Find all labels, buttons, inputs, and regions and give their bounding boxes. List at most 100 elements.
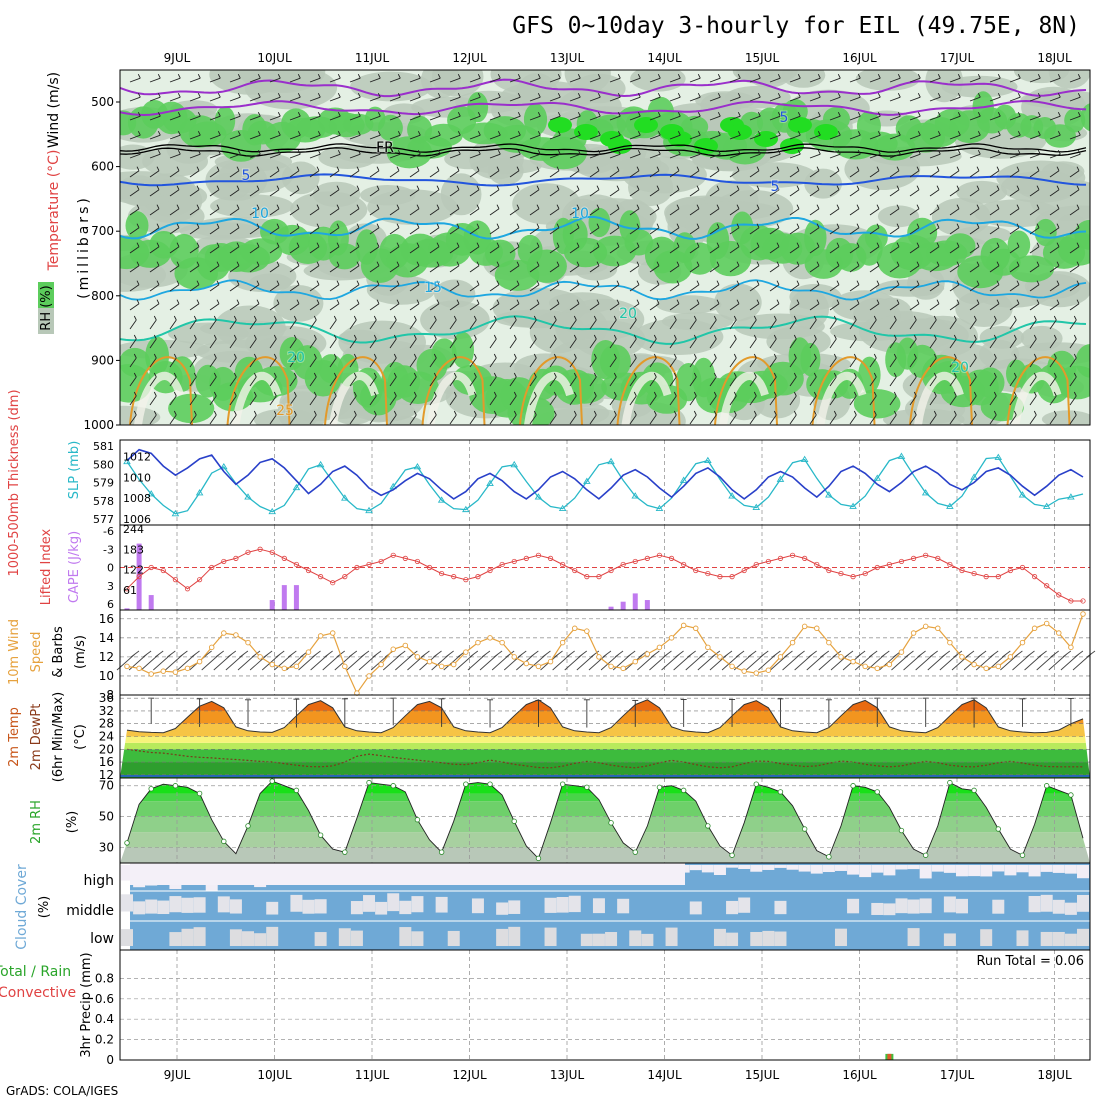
wind-barb-upper [389, 111, 401, 121]
cloud-mid-gap [508, 900, 521, 914]
wind-barb-upper [529, 280, 540, 292]
wind-barb-upper [909, 111, 921, 121]
wind-barb-upper [569, 372, 577, 387]
wind-barb-upper [769, 280, 780, 292]
wind-barb-upper [689, 111, 701, 121]
wind-barb-upper [1049, 372, 1057, 387]
wind-barb-upper [629, 410, 637, 425]
wind-barb-upper [369, 223, 380, 235]
wind-barb-upper [509, 185, 520, 197]
lifted-index-marker [547, 555, 554, 561]
rh-patch-grey [548, 292, 616, 314]
wind-barb-upper [309, 410, 317, 425]
wind-barb-upper [169, 315, 177, 330]
wind-barb-upper [909, 334, 917, 349]
wind-barb-upper [229, 92, 241, 102]
wind-barb-upper [1049, 391, 1057, 406]
wind-barb-surface [177, 650, 200, 671]
contour-label: 10 [571, 206, 589, 222]
wind-barb-upper [209, 261, 220, 273]
wind-barb-surface [213, 650, 237, 671]
wind-speed-marker [838, 654, 844, 660]
wind-barb-upper [169, 280, 180, 292]
wind-barb-upper [869, 315, 877, 330]
rh-patch-grey [831, 290, 898, 321]
wind-speed-marker [571, 625, 578, 632]
wind-barb-upper [149, 185, 160, 197]
wind-speed-marker [124, 663, 130, 670]
wind-tick-label: 14 [99, 631, 114, 645]
cloud-mid-gap [314, 899, 327, 914]
rh-patch-green [944, 233, 976, 259]
wind-barb-upper [1009, 391, 1017, 406]
wind-barb-upper [429, 223, 440, 235]
wind-speed-marker [850, 658, 856, 665]
wind-barb-upper [789, 315, 797, 330]
cloud-layer-label: middle [66, 903, 114, 919]
wind-barb-upper [969, 130, 981, 140]
wind-barb-upper [989, 391, 997, 406]
wind-barb-upper [609, 334, 617, 349]
wind-barb-upper [989, 242, 1000, 254]
wind-barb-upper [689, 185, 700, 197]
wind-barb-upper [769, 242, 780, 254]
wind-barb-upper [449, 391, 457, 406]
wind-barb-upper [709, 223, 720, 235]
wind-barb-upper [449, 92, 461, 102]
wind-barb-upper [549, 223, 560, 235]
lifted-index-marker [874, 564, 880, 571]
wind-barb-upper [289, 410, 297, 425]
wind-barb-upper [849, 334, 857, 349]
isotherm-20 [120, 315, 1087, 345]
wind-barb-upper [849, 223, 860, 235]
wind-barb-upper [269, 280, 280, 292]
wind-speed-marker [814, 625, 820, 632]
wind-speed-marker [693, 625, 699, 632]
wind-barb-upper [169, 149, 181, 159]
wind-barb-upper [689, 299, 700, 311]
cloud-mid-gap [496, 902, 509, 915]
rh-patch-green [1064, 108, 1086, 133]
wind-barb-upper [549, 111, 561, 121]
wind-barb-upper [609, 204, 620, 216]
rh-marker [680, 787, 687, 794]
wind-barb-upper [509, 73, 521, 83]
wind-barb-upper [1029, 92, 1041, 102]
cloud-low-gap [641, 933, 654, 946]
wind-barb-upper [489, 299, 500, 311]
wind-barb-upper [469, 204, 480, 216]
wind-barb-upper [1009, 261, 1020, 273]
wind-speed-marker [160, 668, 167, 674]
wind-barb-upper [529, 315, 537, 330]
wind-barb-upper [1069, 261, 1080, 273]
wind-barb-upper [369, 73, 381, 83]
wind-barb-upper [669, 242, 680, 254]
wind-barb-upper [849, 185, 860, 197]
rh-patch-bright [788, 117, 812, 133]
wind-barb-upper [669, 280, 680, 292]
wind-barb-upper [1089, 157, 1090, 158]
wind-barb-upper [1029, 111, 1041, 121]
cloud-high-gap [713, 865, 726, 875]
lifted-index-marker [584, 574, 590, 580]
contour-label: FR [376, 140, 394, 156]
wind-barb-upper [349, 315, 357, 330]
wind-barb-upper [409, 223, 420, 235]
wind-barb-upper [409, 315, 417, 330]
wind-barb-upper [609, 410, 617, 425]
wind-barb-upper [389, 372, 397, 387]
wind-barb-upper [489, 353, 497, 368]
wind-barb-upper [229, 280, 240, 292]
wind-speed-marker [656, 644, 663, 651]
wind-barb-upper [989, 315, 997, 330]
wind-barb-upper [629, 166, 640, 178]
wind-barb-upper [309, 223, 320, 235]
wind-barb-upper [1069, 223, 1080, 235]
wind-barb-upper [709, 204, 720, 216]
wind-barb-upper [629, 261, 640, 273]
wind-barb-upper [969, 334, 977, 349]
wind-barb-upper [689, 73, 701, 83]
wind-barb-upper [169, 261, 180, 273]
wind-barb-upper [589, 223, 600, 235]
lifted-index-marker [160, 567, 166, 574]
